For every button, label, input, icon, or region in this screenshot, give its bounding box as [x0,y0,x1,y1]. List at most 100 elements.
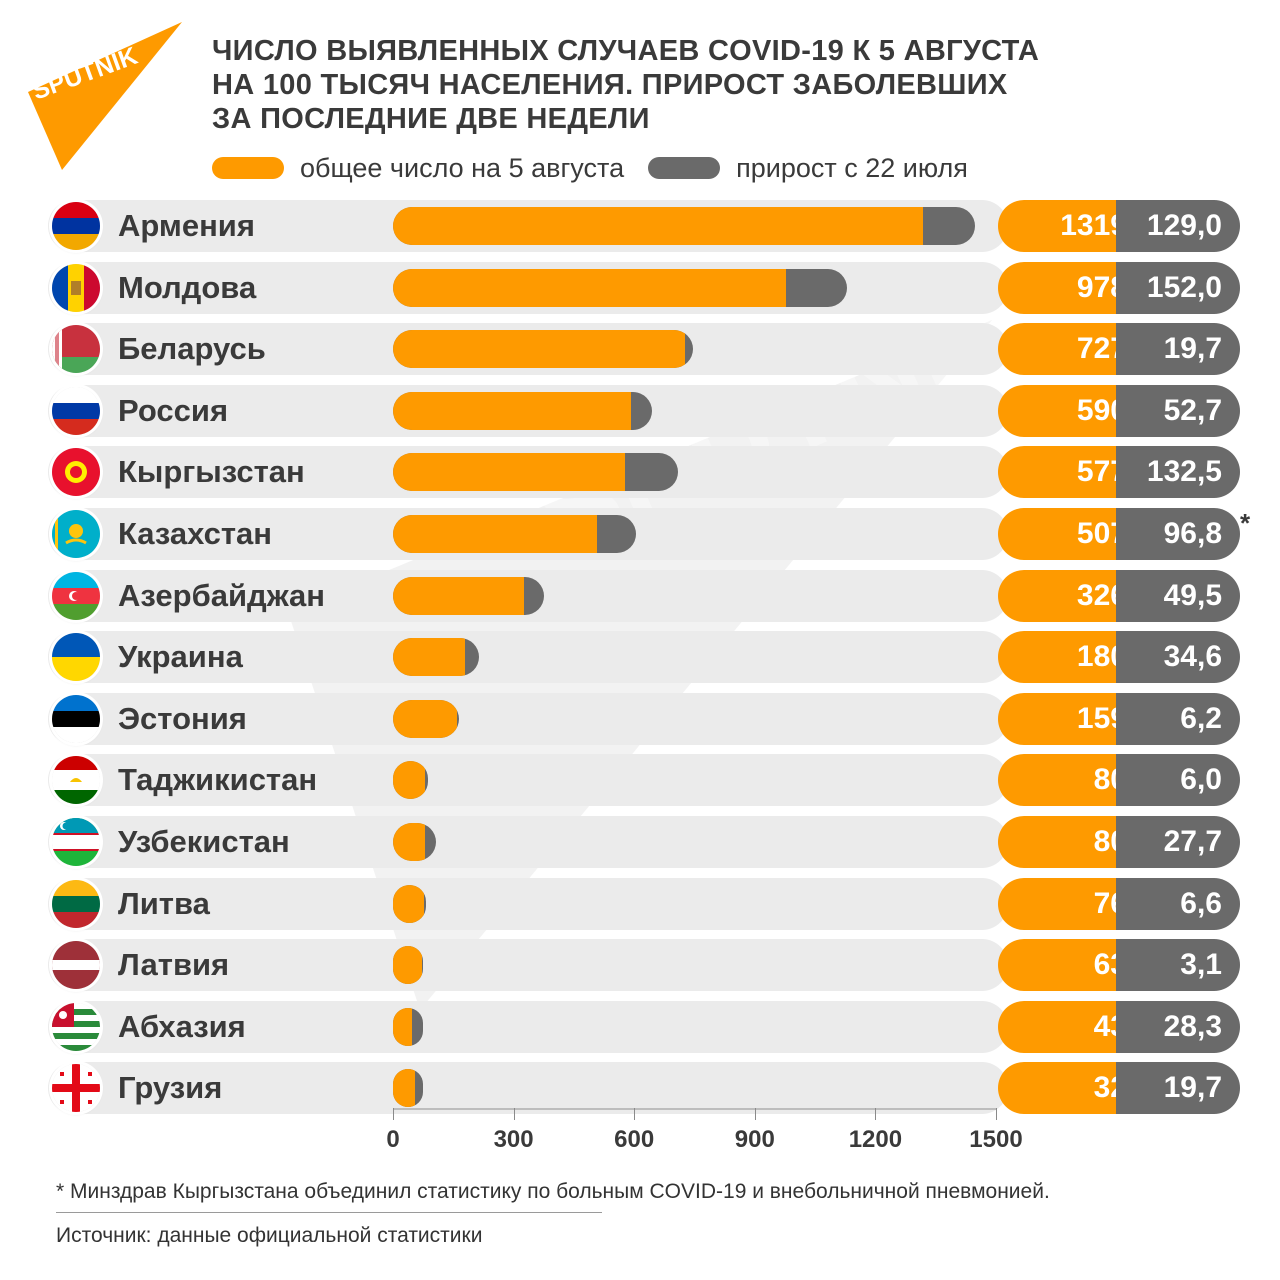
bar [393,453,679,492]
category-label: Армения [118,208,255,243]
growth-value-label: 6,0 [1116,754,1240,807]
bar [393,268,848,307]
footnote: * Минздрав Кыргызстана объединил статист… [56,1180,1050,1203]
row-background [48,692,1008,745]
flag-russia-icon [52,386,100,435]
x-tick [754,1108,756,1120]
flag-estonia-icon [52,694,100,743]
bar-total-segment [393,761,426,800]
legend-label-growth: прирост с 22 июля [736,152,968,183]
x-tick-label: 300 [493,1126,534,1153]
growth-value-label: 19,7 [1116,1062,1240,1115]
flag-armenia-icon [52,202,100,250]
flag-lithuania-icon [52,879,100,928]
growth-value-label: 34,6 [1116,631,1240,684]
category-label: Таджикистан [118,762,318,798]
bar-total-segment [393,946,422,985]
table-row: Абхазия43,928,3 [48,1000,1240,1053]
bar [393,1007,423,1046]
growth-value-label: 19,7 [1116,323,1240,376]
category-label: Азербайджан [118,577,326,613]
table-row: Казахстан 507,7 96,8 [48,508,1240,560]
flag-azerbaijan-icon [52,571,100,620]
growth-value-label: 6,6 [1116,877,1240,930]
category-label: Узбекистан [118,824,290,859]
row-background [48,631,1008,684]
table-row: Азербайджан 326,5 49,5 [48,569,1240,622]
category-label: Абхазия [118,1008,246,1044]
flag-latvia-icon [52,941,100,990]
x-tick [875,1108,877,1120]
flag-kazakhstan-icon [52,510,100,558]
bar [393,761,428,800]
x-tick-label: 900 [734,1126,775,1153]
bar [393,638,480,677]
bar-total-segment [393,1007,412,1046]
legend-swatch-growth [648,157,721,179]
table-row: Украина 180,2 34,6 [48,631,1240,684]
chart-title: ЧИСЛО ВЫЯВЛЕННЫХ СЛУЧАЕВ COVID-19 К 5 АВ… [212,34,1112,136]
growth-value-label: 52,7 [1116,384,1240,437]
category-label: Эстония [118,700,247,736]
growth-value-label: 129,0 [1116,200,1240,252]
category-label: Беларусь [118,331,266,367]
flag-moldova-icon [52,263,100,312]
bar-total-segment [393,823,426,861]
bar [393,576,545,615]
growth-value-label: 96,8 [1116,508,1240,560]
legend-item-growth: прирост с 22 июля [648,153,968,184]
category-label: Украина [118,639,243,675]
table-row: Узбекистан80,327,7 [48,816,1240,868]
growth-value-label: 27,7 [1116,816,1240,868]
table-row: Беларусь 727,4 19,7 [48,323,1240,376]
bar-total-segment [393,453,626,492]
table-row: Россия 590,9 52,7 [48,384,1240,437]
bar [393,823,437,861]
bar [393,1069,423,1108]
bar [393,207,976,245]
bar [393,391,652,430]
bar-total-segment [393,391,631,430]
bar [393,699,460,738]
category-label: Литва [118,885,210,921]
bar [393,946,423,985]
row-background [48,1000,1008,1053]
row-background [48,1062,1008,1115]
bar-total-segment [393,515,598,553]
flag-ukraine-icon [52,633,100,682]
x-tick-label: 1200 [848,1126,903,1153]
legend-swatch-total [212,157,284,179]
table-row: Армения 1319,0 129,0 [48,200,1240,252]
x-tick [513,1108,515,1120]
x-axis-line [393,1108,996,1110]
bar-total-segment [393,268,787,307]
flag-uzbekistan-icon [52,818,100,866]
growth-value-label: 152,0 [1116,261,1240,314]
table-row: Латвия63,53,1 [48,939,1240,992]
x-tick [393,1108,394,1120]
footnote-marker: * [1240,508,1251,538]
category-label: Латвия [118,947,230,983]
legend: общее число на 5 августа прирост с 22 ию… [212,152,992,184]
x-tick-label: 600 [614,1126,655,1153]
bar-total-segment [393,1069,416,1108]
row-background [48,939,1008,992]
x-tick-label: 0 [386,1126,400,1153]
x-tick [634,1108,636,1120]
bar-total-segment [393,330,686,369]
source-note: Источник: данные официальной статистики [56,1224,483,1247]
bar [393,330,694,369]
bar-total-segment [393,699,457,738]
title-line-3: ЗА ПОСЛЕДНИЕ ДВЕ НЕДЕЛИ [212,103,650,135]
category-label: Кыргызстан [118,454,305,490]
growth-value-label: 6,2 [1116,692,1240,745]
growth-value-label: 49,5 [1116,569,1240,622]
flag-abkhazia-icon [52,1002,100,1051]
table-row: Грузия32,419,7 [48,1062,1240,1115]
bar-total-segment [393,884,424,923]
flag-georgia-icon [52,1064,100,1113]
category-label: Грузия [118,1070,223,1106]
title-line-2: НА 100 ТЫСЯЧ НАСЕЛЕНИЯ. ПРИРОСТ ЗАБОЛЕВШ… [212,69,1008,101]
bar-total-segment [393,576,525,615]
